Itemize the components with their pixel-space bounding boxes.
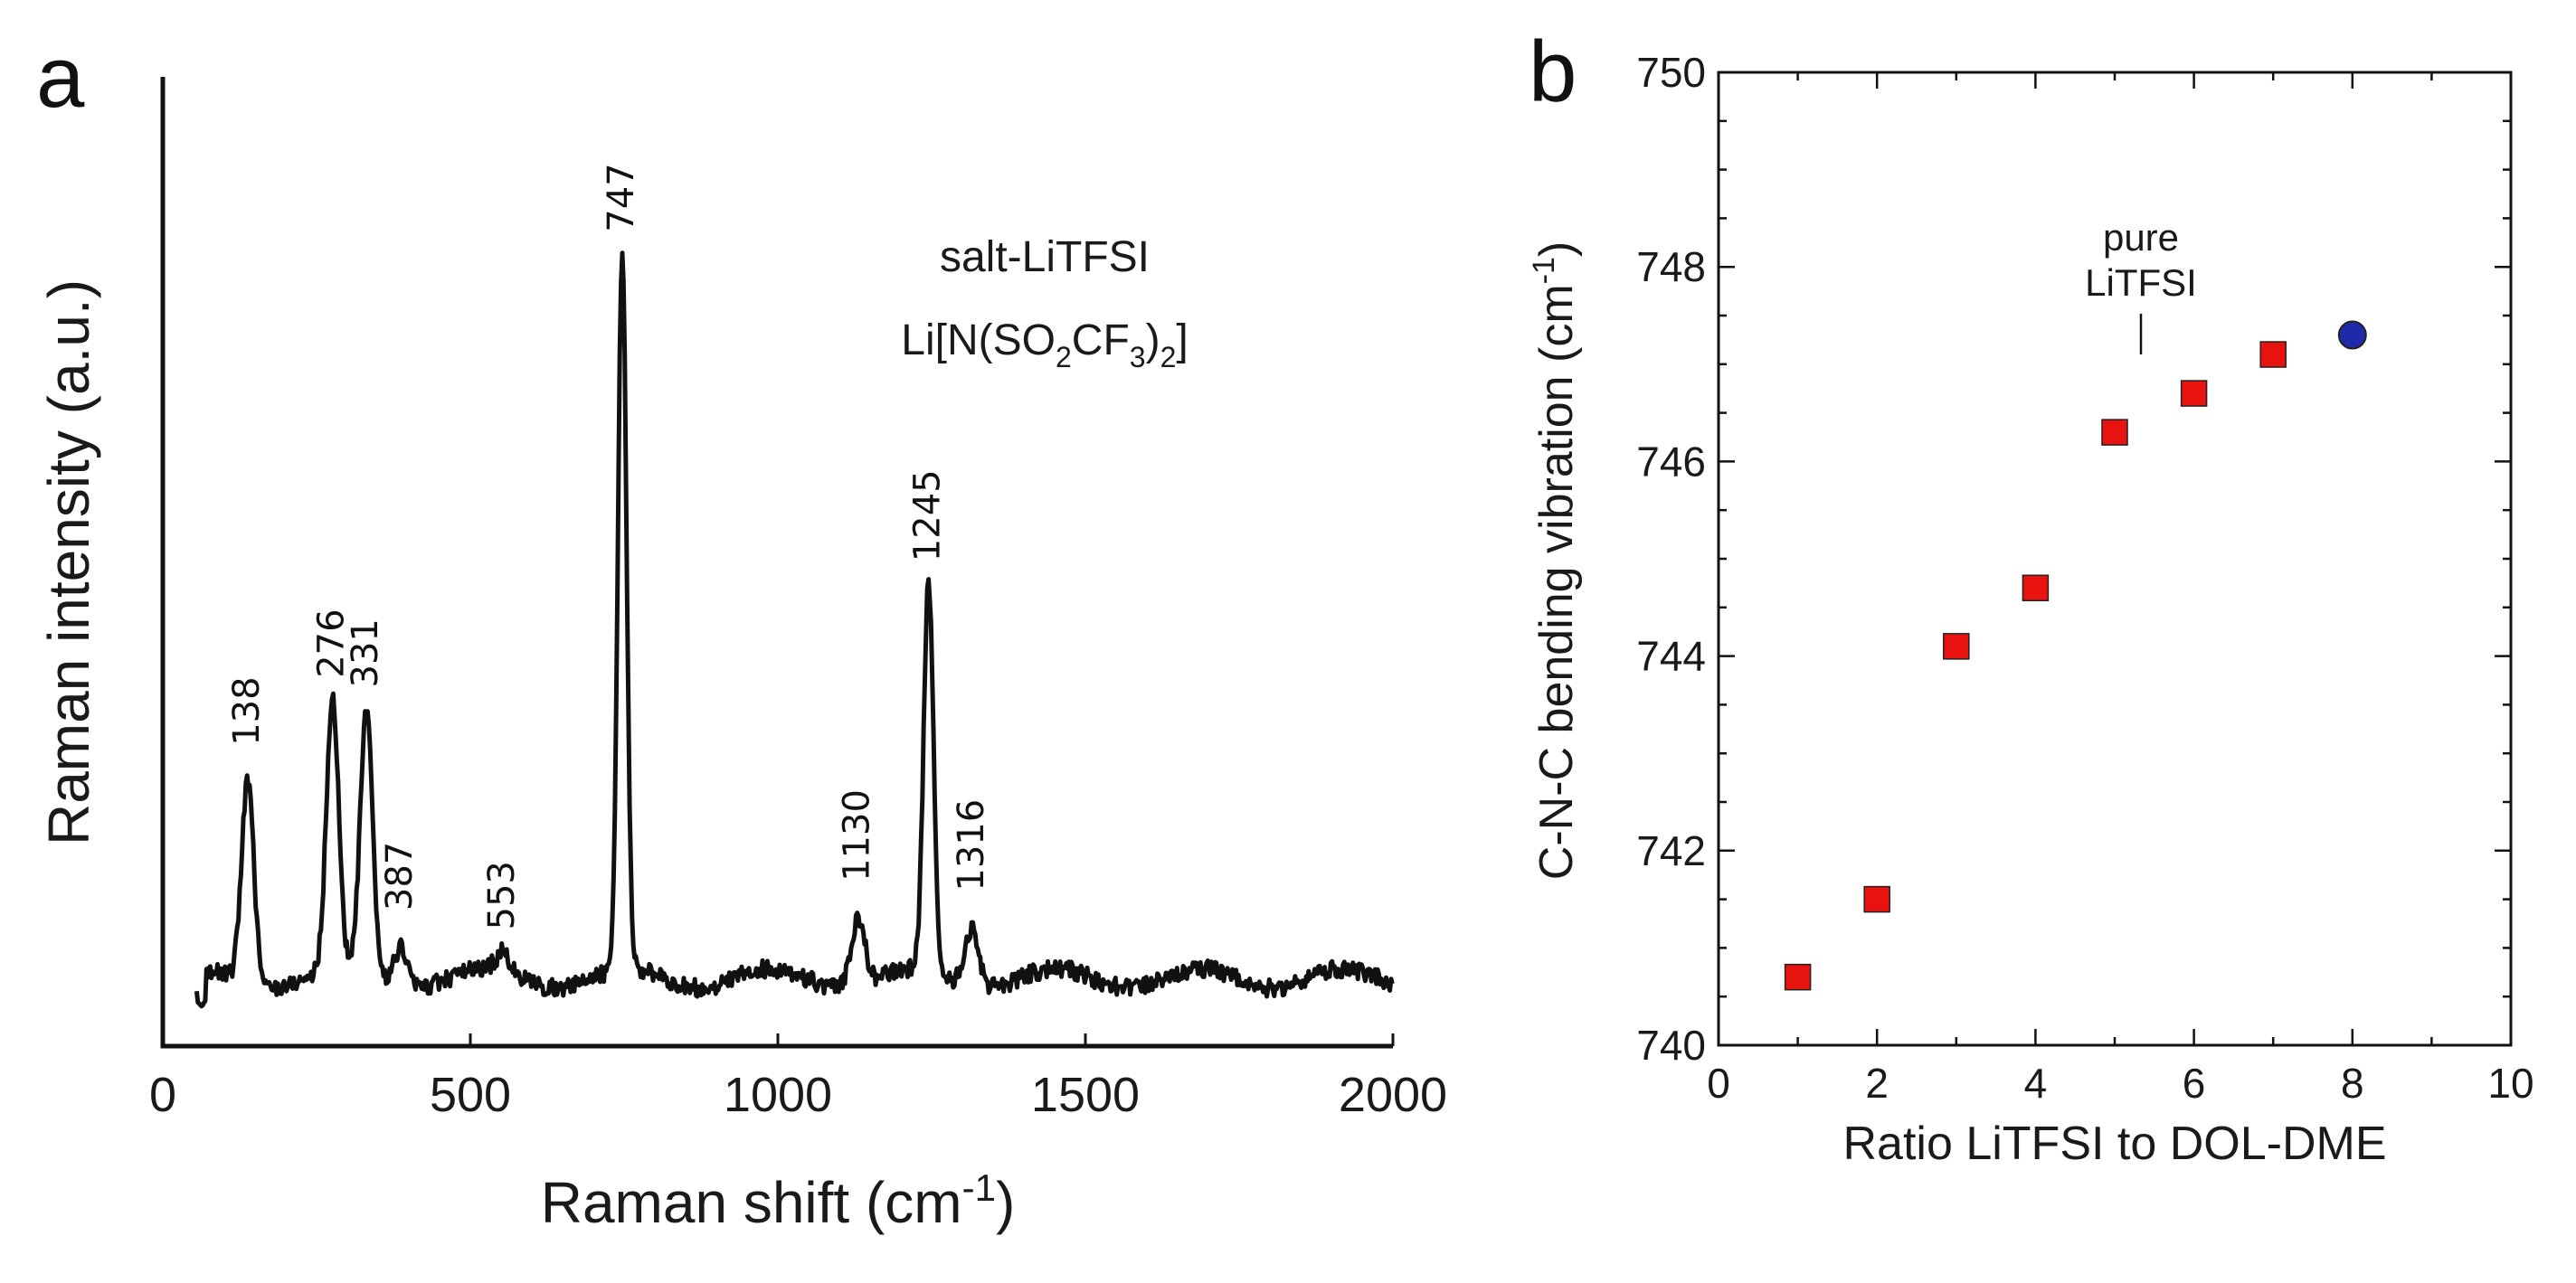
x-tick-label: 1000 [724,1068,832,1122]
y-tick-label: 744 [1636,633,1706,680]
salt-formula-label: Li[N(SO2CF3)2] [901,316,1188,373]
panel-b-ticks: 0 2 4 6 8 10 740 742 744 746 748 750 [1636,49,2533,1107]
y-tick-label: 740 [1636,1022,1706,1069]
panel-a-axes [160,77,1393,1049]
peak-label: 1316 [951,799,992,891]
data-point-square [1943,633,1970,660]
peak-label: 331 [345,618,386,687]
pure-litfsi-annotation-line2: LiTFSI [2085,261,2197,304]
x-tick-label: 0 [149,1068,176,1122]
panel-a-x-ticks: 0 500 1000 1500 2000 [149,1033,1447,1122]
x-tick-label: 1500 [1031,1068,1140,1122]
peak-label: 1130 [836,789,877,882]
data-point-circle [2337,320,2367,350]
y-tick-label: 742 [1636,827,1706,874]
panel-a-letter: a [36,29,85,126]
pure-litfsi-annotation-line1: pure [2103,216,2179,259]
raman-spectrum-line [194,250,1395,1009]
x-tick-label: 10 [2487,1060,2533,1107]
data-point-square [2259,341,2287,368]
peak-label: 1245 [907,469,949,561]
x-tick-label: 4 [2024,1060,2048,1107]
panel-a-y-axis-title: Raman intensity (a.u.) [36,279,101,845]
x-tick-label: 8 [2341,1060,2364,1107]
peak-label: 138 [226,676,268,745]
data-point-square [1784,963,1812,991]
peak-label: 553 [481,861,523,929]
panel-b-y-axis-title: C-N-C bending vibration (cm-1) [1527,241,1583,880]
x-tick-label: 6 [2183,1060,2206,1107]
panel-b-letter: b [1529,24,1577,120]
panel-a-x-axis-title: Raman shift (cm-1) [541,1166,1016,1235]
y-tick-label: 750 [1636,49,1706,96]
peak-label: 387 [379,842,421,910]
data-point-square [1863,885,1890,913]
x-tick-label: 0 [1707,1060,1730,1107]
salt-name-label: salt-LiTFSI [940,233,1150,281]
peak-label: 276 [311,608,353,677]
panel-b-x-axis-title: Ratio LiTFSI to DOL-DME [1842,1118,2386,1170]
data-point-square [2022,574,2050,602]
x-tick-label: 2 [1865,1060,1889,1107]
panel-b-data-points [1784,320,2367,991]
peak-label: 747 [601,163,642,231]
y-tick-label: 746 [1636,438,1706,485]
y-tick-label: 748 [1636,243,1706,290]
data-point-square [2101,419,2128,446]
x-tick-label: 2000 [1339,1068,1447,1122]
data-point-square [2180,380,2208,407]
x-tick-label: 500 [430,1068,511,1122]
